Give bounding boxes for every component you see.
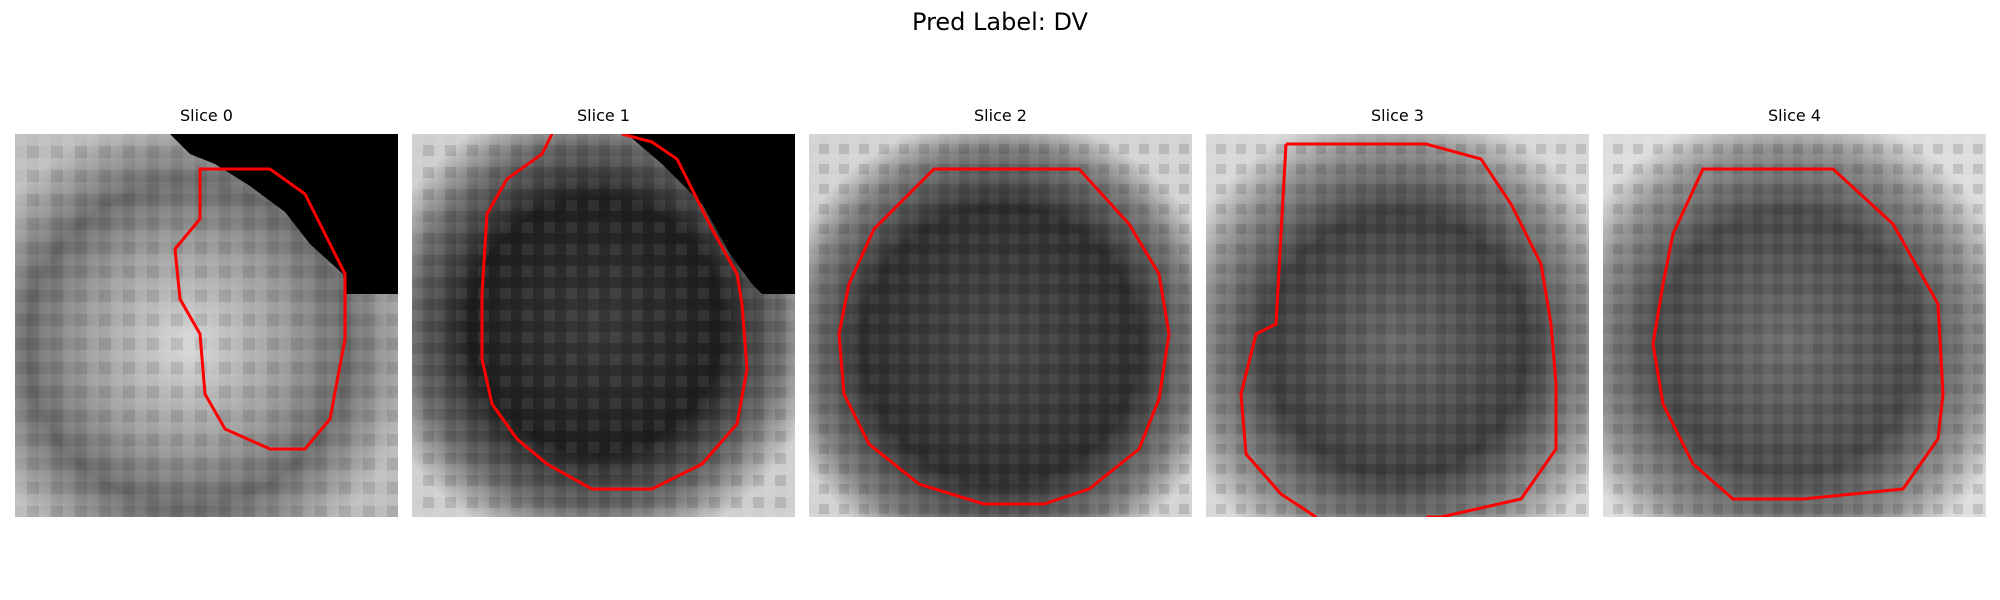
slice-image-3 [1206,134,1589,517]
lesion-contour [1651,167,1945,501]
slice-title: Slice 0 [180,106,233,125]
lesion-contour [837,167,1171,506]
lesion-contour-left [1239,143,1317,517]
slice-panel-1: Slice 1 [412,106,795,517]
slice-image-2 [809,134,1192,517]
lesion-contour [480,134,749,491]
slice-image-0 [15,134,398,517]
mask-region [170,134,398,294]
slice-title: Slice 2 [974,106,1027,125]
slice-panel-3: Slice 3 [1206,106,1589,517]
slice-image-1 [412,134,795,517]
slice-panel-0: Slice 0 [15,106,398,517]
lesion-contour-right [1286,142,1558,517]
figure-title: Pred Label: DV [912,8,1088,36]
slice-title: Slice 4 [1768,106,1821,125]
slice-panel-2: Slice 2 [809,106,1192,517]
lesion-contour [173,167,347,451]
mask-region [557,134,795,294]
slice-title: Slice 1 [577,106,630,125]
slice-panel-4: Slice 4 [1603,106,1986,517]
slice-image-4 [1603,134,1986,517]
slice-title: Slice 3 [1371,106,1424,125]
